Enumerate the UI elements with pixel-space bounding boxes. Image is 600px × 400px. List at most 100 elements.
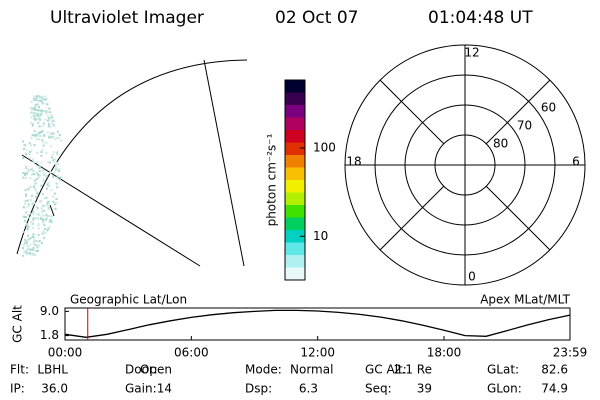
emission-pixel [49,219,52,222]
emission-pixel [45,218,48,221]
emission-pixel [25,176,27,179]
emission-pixel [32,160,35,163]
emission-pixel [32,213,35,216]
emission-pixel [39,99,42,102]
emission-pixel [38,138,41,141]
lat-line [21,154,201,267]
emission-pixel [49,161,51,164]
emission-pixel [25,167,28,170]
colorbar-segment [285,167,305,181]
annotation: Geographic Lat/Lon [70,293,187,307]
emission-pixel [46,183,49,186]
emission-pixel [36,173,39,176]
emission-pixel [34,217,37,220]
emission-pixel [43,98,46,101]
emission-pixel [24,202,27,205]
emission-pixel [57,163,60,166]
emission-pixel [22,176,25,179]
emission-pixel [39,134,42,137]
emission-pixel [28,151,31,153]
emission-pixel [36,165,39,168]
emission-pixel [43,178,46,181]
info-value: 14 [157,382,172,396]
emission-pixel [25,193,28,196]
colorbar-segment [285,142,305,156]
emission-pixel [52,132,55,135]
emission-pixel [38,95,41,98]
colorbar-segment [285,255,305,268]
emission-pixel [35,133,38,136]
emission-pixel [44,118,47,121]
emission-pixel [54,207,57,210]
emission-pixel [39,117,42,120]
emission-pixel [40,111,43,114]
emission-pixel [47,182,50,184]
emission-pixel [49,116,52,119]
info-label: Seq: [365,382,392,396]
emission-pixel [24,241,27,244]
emission-pixel [43,110,46,113]
emission-pixel [41,125,44,128]
emission-pixel [52,159,55,162]
emission-pixel [33,144,36,147]
emission-pixel [38,167,41,170]
emission-pixel [32,246,35,249]
x-tick-label: 23:59 [553,346,588,360]
emission-pixel [28,185,31,188]
info-value: Open [140,363,172,377]
emission-pixel [39,217,42,220]
emission-pixel [55,182,58,185]
emission-pixel [40,151,43,153]
emission-pixel [47,200,50,203]
emission-pixel [36,152,39,154]
date: 02 Oct 07 [275,8,358,28]
colorbar-tick-label: 10 [313,229,328,243]
polar-spoke [485,185,551,251]
info-value: 2.1 Re [394,363,432,377]
polar-spoke [379,185,445,251]
emission-pixel [47,161,50,163]
emission-pixel [25,194,28,197]
polar-ring-label: 80 [493,136,508,150]
emission-pixel [39,216,42,219]
emission-pixel [38,118,41,121]
emission-pixel [47,115,49,118]
colorbar-segment [285,105,305,118]
emission-pixel [52,158,55,161]
emission-pixel [48,136,51,139]
emission-pixel [38,165,41,168]
emission-pixel [32,158,34,161]
emission-pixel [27,214,30,217]
emission-pixel [27,251,30,254]
emission-pixel [53,192,56,195]
emission-pixel [56,152,59,155]
emission-pixel [42,204,45,207]
emission-pixel [26,252,28,255]
emission-pixel [26,205,29,208]
emission-pixel [22,172,25,175]
info-value: 74.9 [541,382,568,396]
emission-pixel [46,131,49,134]
colorbar-frame [284,79,306,281]
colorbar-tick-label: 100 [313,141,336,155]
emission-pixel [33,184,36,187]
y-tick-label: 9.0 [40,304,59,318]
emission-pixel [38,170,41,173]
emission-pixel [22,215,25,218]
colorbar-segment [285,117,305,131]
emission-pixel [49,125,52,128]
emission-pixel [38,99,41,102]
emission-pixel [34,97,36,100]
emission-pixel [26,240,29,243]
emission-pixel [42,180,44,183]
title: Ultraviolet Imager [50,8,204,28]
emission-pixel [43,197,46,200]
info-label: GLat: [487,363,519,377]
emission-pixel [22,157,25,160]
emission-pixel [24,200,27,203]
emission-pixel [31,223,34,226]
emission-pixel [48,111,51,114]
emission-pixel [31,203,34,206]
emission-pixel [32,114,35,117]
time: 01:04:48 UT [428,8,533,28]
